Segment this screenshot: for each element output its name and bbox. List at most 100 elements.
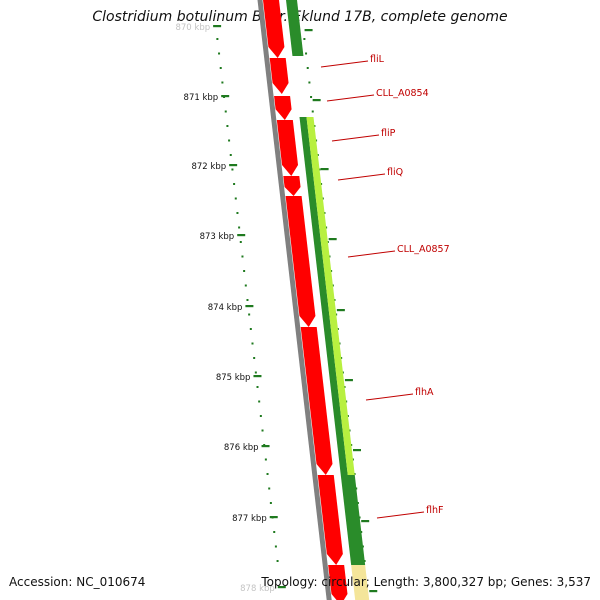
minor-tick: [233, 183, 236, 185]
minor-tick: [239, 241, 242, 243]
cds-arrow: [276, 120, 299, 176]
leader-line: [376, 511, 425, 519]
gene-label: flhA: [415, 387, 434, 398]
minor-tick: [258, 400, 261, 403]
major-tick: [229, 164, 238, 167]
major-tick: [261, 445, 270, 448]
minor-tick: [246, 299, 249, 301]
gc-segment: [306, 117, 339, 330]
major-tick: [361, 520, 370, 523]
minor-tick: [238, 226, 241, 229]
minor-tick: [228, 139, 231, 142]
minor-tick: [273, 531, 276, 533]
leader-line: [331, 134, 380, 142]
minor-tick: [241, 255, 244, 258]
minor-tick: [261, 429, 264, 432]
major-tick: [328, 238, 337, 241]
minor-tick: [244, 284, 247, 287]
cds-arrow: [300, 327, 333, 475]
major-tick: [221, 95, 230, 98]
major-tick: [277, 586, 286, 589]
leader-line: [337, 173, 386, 181]
scale-label: 870 kbp: [175, 23, 210, 33]
cds-arrow: [317, 475, 343, 565]
cds-arrow: [269, 58, 289, 94]
minor-tick: [253, 357, 256, 359]
leader-line: [365, 393, 414, 401]
minor-tick: [306, 67, 309, 69]
minor-tick: [231, 168, 234, 171]
scale-label: 872 kbp: [191, 162, 226, 172]
major-tick: [269, 516, 278, 519]
minor-tick: [305, 52, 308, 55]
minor-tick: [243, 270, 246, 272]
minor-tick: [236, 212, 239, 214]
gc-content-track: [286, 0, 370, 600]
major-tick: [312, 99, 321, 102]
accession-text: Accession: NC_010674: [9, 575, 146, 589]
major-tick: [336, 309, 345, 312]
cds-arrow: [283, 176, 301, 196]
minor-tick: [256, 386, 259, 388]
major-tick: [237, 234, 246, 237]
minor-tick: [276, 560, 279, 562]
cds-arrow: [262, 0, 285, 58]
minor-tick: [308, 81, 311, 84]
cds-arrow: [328, 565, 348, 600]
minor-tick: [310, 96, 313, 98]
backbone-line: [257, 0, 332, 600]
major-tick: [369, 590, 378, 593]
minor-tick: [216, 38, 219, 40]
leader-line: [326, 94, 375, 102]
minor-tick: [221, 81, 224, 84]
topology-summary: Topology: circular; Length: 3,800,327 bp…: [261, 575, 591, 589]
gc-segment: [351, 565, 370, 600]
gene-label: flhF: [426, 505, 443, 516]
minor-tick: [268, 487, 271, 490]
cds-track: [262, 0, 348, 600]
major-tick: [320, 168, 329, 171]
scale-label: 874 kbp: [208, 303, 243, 313]
minor-tick: [269, 502, 272, 504]
major-tick: [304, 29, 313, 32]
major-tick: [245, 305, 254, 308]
major-tick: [353, 449, 362, 452]
gene-labels: fliL CLL_A0854 fliP fliQ CLL_A0857 flhA flhF: [320, 54, 450, 519]
leader-line: [347, 250, 396, 258]
minor-tick: [311, 110, 314, 113]
gene-label: CLL_A0854: [376, 88, 429, 99]
major-tick: [253, 375, 262, 378]
minor-tick: [259, 415, 262, 417]
cds-arrow: [285, 196, 316, 327]
cds-arrow: [274, 96, 292, 120]
scale-label: 873 kbp: [200, 232, 235, 242]
minor-tick: [303, 38, 306, 40]
minor-tick: [254, 371, 257, 374]
gc-segment: [340, 475, 366, 565]
minor-tick: [266, 473, 269, 475]
minor-tick: [229, 154, 232, 156]
minor-tick: [248, 313, 251, 316]
gc-segment: [324, 330, 348, 475]
scale-labels: 870 kbp 871 kbp 872 kbp 873 kbp 874 kbp 875 k…: [175, 23, 274, 594]
gc-segment: [299, 117, 332, 330]
minor-tick: [274, 545, 277, 548]
minor-tick: [219, 67, 222, 69]
backbone: [257, 0, 332, 600]
scale-label: 876 kbp: [224, 443, 259, 453]
scale-label: 878 kbp: [240, 584, 275, 594]
scale-label: 875 kbp: [216, 373, 251, 383]
minor-tick: [251, 342, 254, 345]
minor-tick: [249, 328, 252, 330]
map-title: Clostridium botulinum B str. Eklund 17B,…: [92, 9, 508, 25]
scale-label: 877 kbp: [232, 514, 267, 524]
gene-label: CLL_A0857: [397, 244, 450, 255]
gc-segment: [331, 330, 355, 475]
minor-tick: [226, 125, 229, 127]
minor-tick: [264, 458, 267, 461]
minor-tick: [224, 110, 227, 113]
gene-label: fliL: [370, 54, 385, 65]
leader-line: [320, 60, 369, 68]
gene-label: fliP: [381, 128, 396, 139]
